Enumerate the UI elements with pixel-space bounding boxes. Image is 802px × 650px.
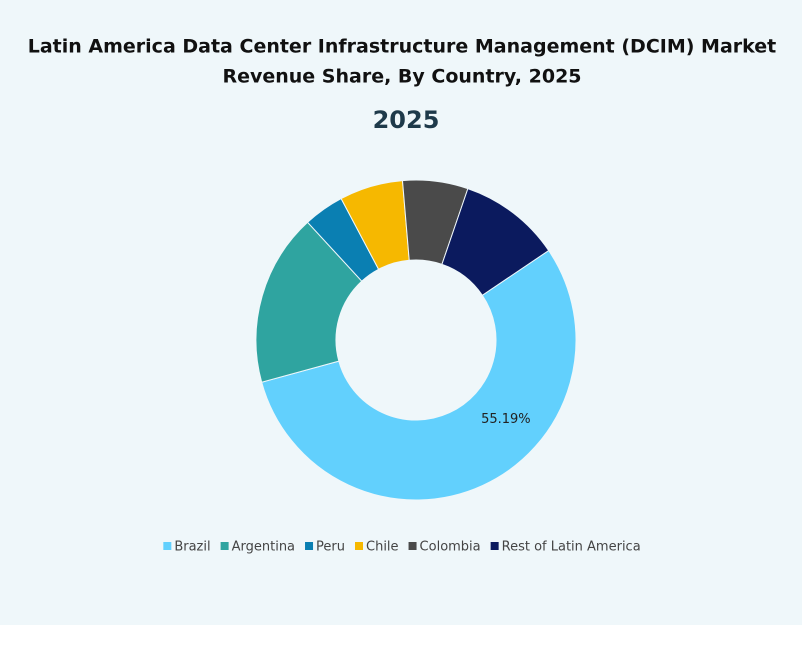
legend-marker — [220, 542, 229, 550]
legend-label: Brazil — [174, 540, 210, 555]
chart-title: Latin America Data Center Infrastructure… — [28, 36, 776, 58]
legend-label: Chile — [366, 540, 399, 555]
legend-marker — [305, 542, 314, 550]
donut-slice — [255, 221, 363, 383]
legend-marker — [163, 542, 172, 550]
legend-marker — [355, 542, 363, 550]
donut-slice — [261, 249, 577, 501]
legend-label: Argentina — [232, 540, 295, 555]
legend-label: Peru — [316, 540, 345, 555]
legend-label: Colombia — [420, 540, 481, 555]
chart-title: Revenue Share, By Country, 2025 — [222, 66, 581, 88]
legend: Brazil Argentina Peru Chile Colombia Rest of … — [163, 540, 641, 555]
legend-marker — [490, 542, 499, 550]
background — [0, 0, 802, 625]
legend-label: Rest of Latin America — [502, 540, 641, 555]
data-label: 55.19% — [481, 412, 531, 427]
donut-slice — [441, 188, 550, 296]
chart-subtitle: 2025 — [373, 106, 440, 134]
legend-marker — [408, 542, 417, 550]
